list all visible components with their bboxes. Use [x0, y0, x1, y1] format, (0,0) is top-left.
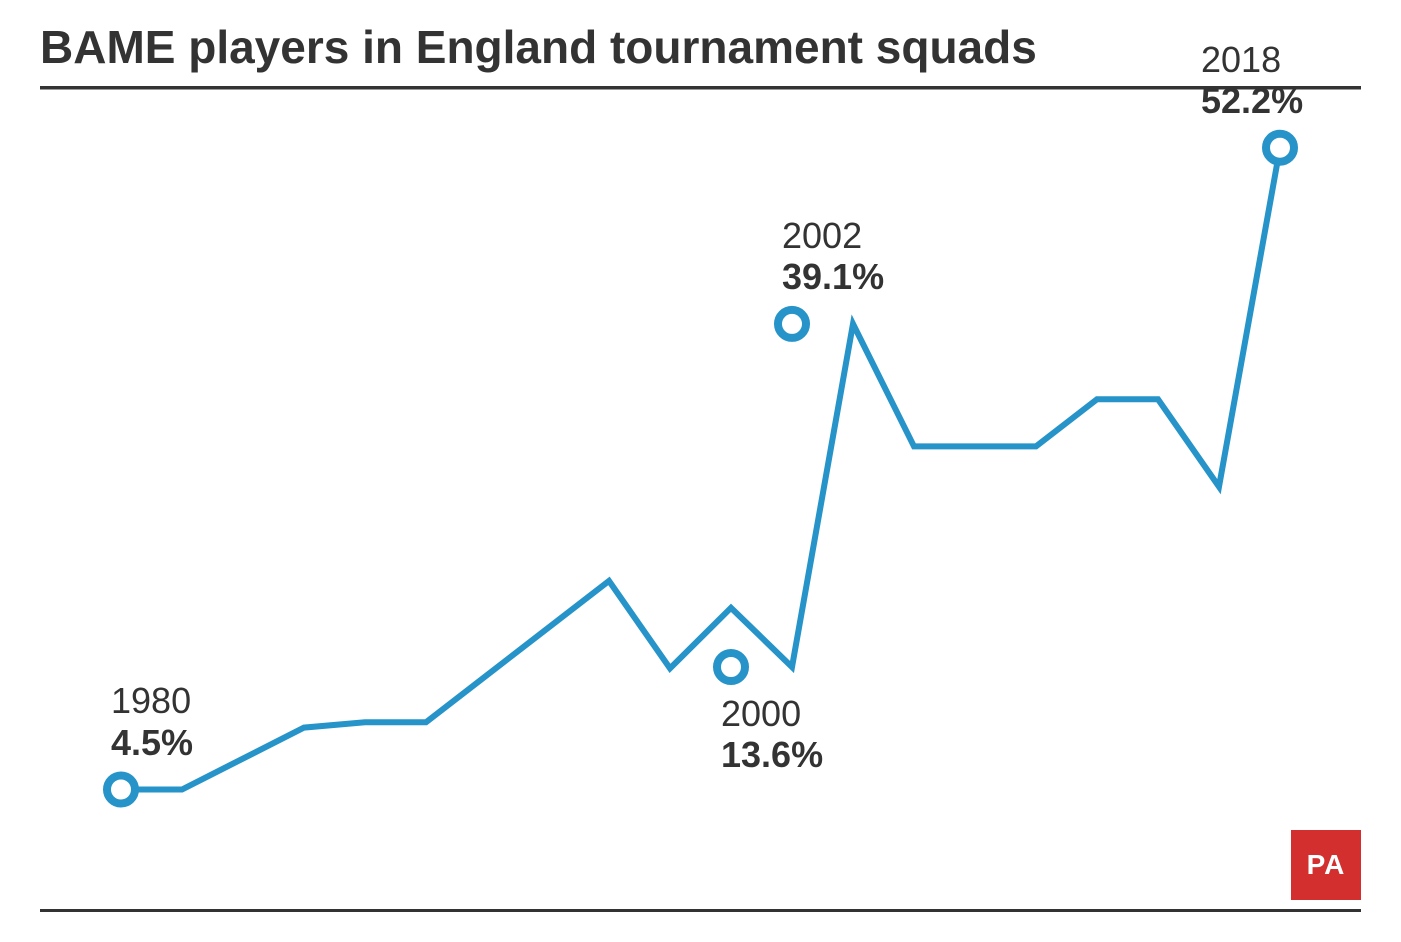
data-label-value: 4.5% — [111, 722, 193, 763]
data-label-value: 13.6% — [721, 734, 823, 775]
rule-bottom — [40, 909, 1361, 912]
data-label-value: 52.2% — [1201, 80, 1303, 121]
data-label: 201852.2% — [1201, 39, 1303, 122]
data-marker — [717, 653, 745, 681]
data-label-year: 2000 — [721, 693, 823, 734]
data-label: 200013.6% — [721, 693, 823, 776]
pa-badge: PA — [1291, 830, 1361, 900]
data-label: 200239.1% — [782, 215, 884, 298]
data-label: 19804.5% — [111, 680, 193, 763]
chart-area: 19804.5%200013.6%200239.1%201852.2% — [40, 90, 1361, 870]
data-label-year: 2018 — [1201, 39, 1303, 80]
chart-title: BAME players in England tournament squad… — [40, 20, 1361, 74]
data-marker — [778, 310, 806, 338]
series-line — [121, 148, 1280, 790]
data-label-year: 1980 — [111, 680, 193, 721]
data-marker — [107, 776, 135, 804]
data-label-value: 39.1% — [782, 256, 884, 297]
line-chart — [40, 90, 1361, 870]
data-marker — [1266, 134, 1294, 162]
data-label-year: 2002 — [782, 215, 884, 256]
